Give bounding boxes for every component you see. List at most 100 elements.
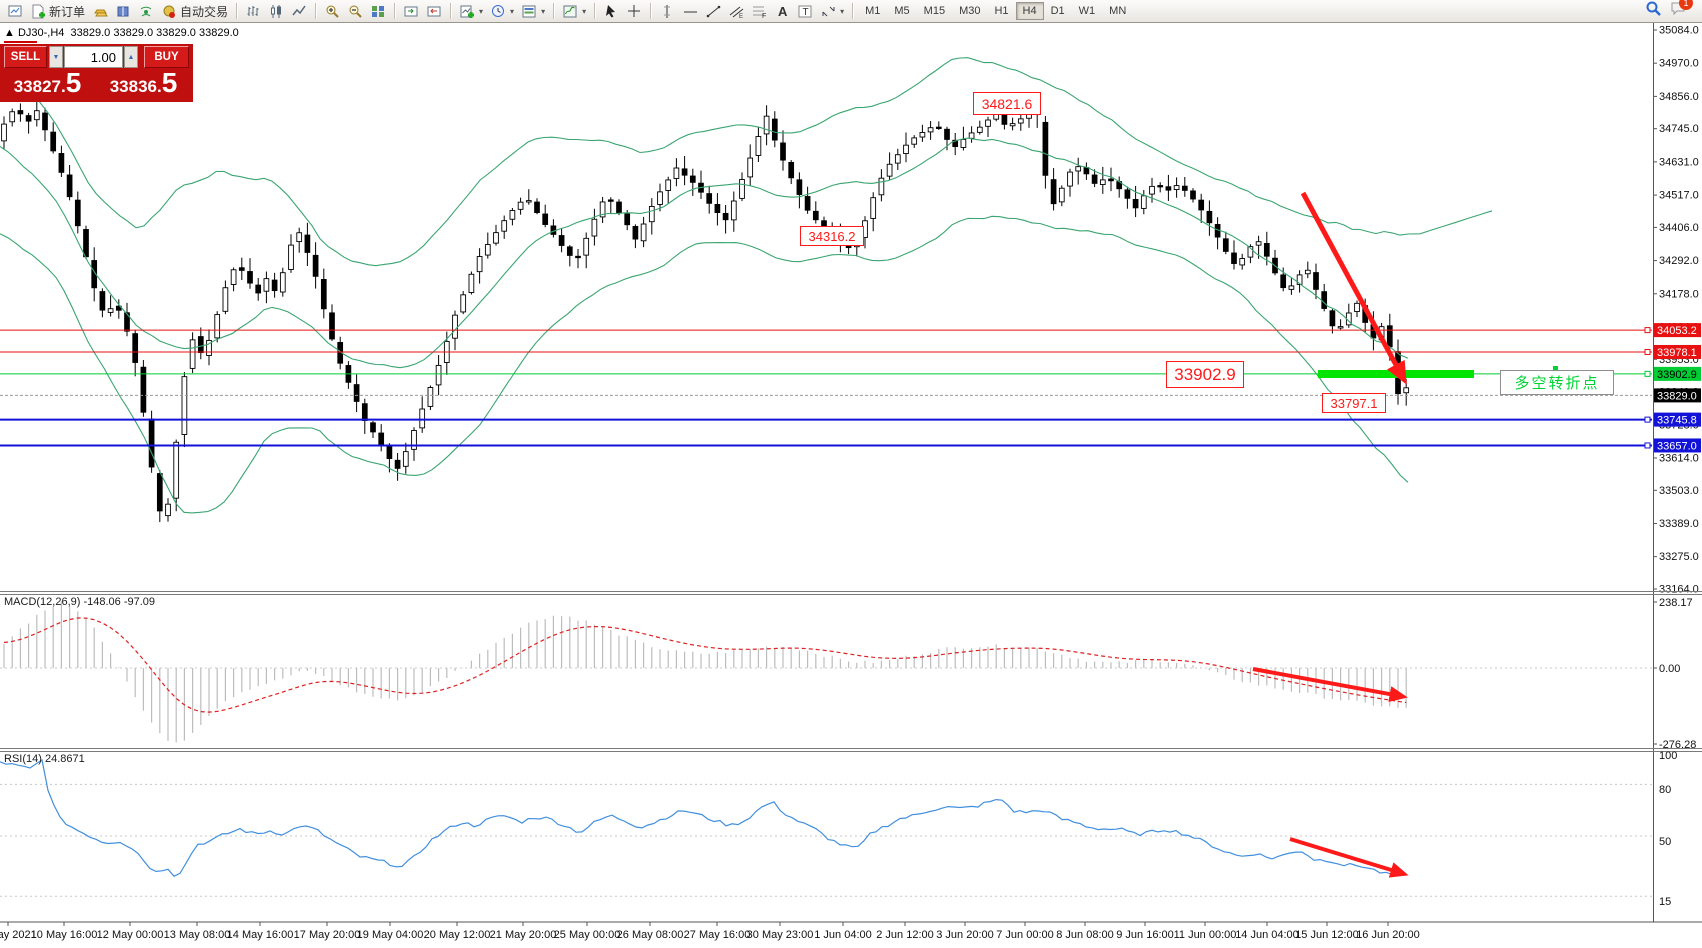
toolbar-separator — [394, 3, 397, 19]
svg-text:A: A — [778, 4, 788, 19]
sell-button[interactable]: SELL — [4, 46, 47, 68]
templates-button[interactable]: ▾ — [518, 0, 549, 22]
svg-text:E: E — [739, 14, 743, 19]
horizontal-line-tool-button[interactable] — [679, 0, 702, 22]
bar-chart-mode-button[interactable] — [242, 0, 265, 22]
svg-text:33164.0: 33164.0 — [1659, 584, 1699, 596]
toolbar-separator — [236, 3, 239, 19]
timeframe-m15-button[interactable]: M15 — [923, 5, 946, 17]
trendline-tool-button[interactable] — [702, 0, 725, 22]
fibo-icon: F — [753, 6, 766, 19]
timeframe-m1-button[interactable]: M1 — [865, 5, 881, 17]
arrows-tool-button[interactable]: ▾ — [817, 0, 848, 22]
svg-text:13 May 08:00: 13 May 08:00 — [164, 929, 231, 941]
channel-icon: E — [729, 6, 744, 19]
svg-text:80: 80 — [1659, 784, 1671, 796]
auto-trading-button-button[interactable]: 自动交易 — [158, 0, 232, 22]
sell-price[interactable]: 33827. 5 — [13, 67, 82, 98]
hline-icon — [684, 11, 698, 12]
rsi-pane: 100 80 50 15 — [0, 750, 1677, 908]
arr1-icon — [404, 6, 418, 16]
candle-chart-mode-button[interactable] — [265, 0, 288, 22]
volume-decrease-button[interactable]: ▼ — [49, 46, 63, 68]
signals-button[interactable] — [135, 0, 158, 22]
chart-window-button[interactable] — [4, 0, 27, 22]
indicators-button[interactable]: ▾ — [559, 0, 590, 22]
svg-text:34053.2: 34053.2 — [1657, 325, 1697, 337]
zoom-in-button[interactable] — [321, 0, 344, 22]
turning-point-highlight-bar — [1318, 370, 1474, 378]
svg-text:1 Jun 04:00: 1 Jun 04:00 — [814, 929, 872, 941]
line-chart-mode-button[interactable] — [288, 0, 311, 22]
auto-scroll-button[interactable] — [400, 0, 423, 22]
buy-price[interactable]: 33836. 5 — [109, 67, 178, 98]
svg-text:34292.0: 34292.0 — [1659, 255, 1699, 267]
horizontal-level-lines[interactable]: 34053.2 33978.1 33902.9 33745.8 33657.0 33829… — [0, 323, 1701, 453]
price-label-33797[interactable]: 33797.1 — [1322, 393, 1386, 413]
volume-increase-button[interactable]: ▲ — [124, 46, 138, 68]
timeframe-w1-button[interactable]: W1 — [1078, 5, 1096, 17]
channel-tool-button[interactable]: E — [725, 0, 748, 22]
text-label-tool-button[interactable]: T — [794, 0, 817, 22]
timeframe-m30-button[interactable]: M30 — [959, 5, 981, 17]
tile-windows-button[interactable] — [367, 0, 390, 22]
volume-input[interactable]: 1.00 — [64, 46, 123, 68]
vertical-line-tool-button[interactable] — [656, 0, 679, 22]
svg-text:33657.0: 33657.0 — [1657, 440, 1697, 452]
crosshair-tool-button[interactable] — [623, 0, 646, 22]
buy-button[interactable]: BUY — [144, 46, 189, 68]
new-order-button-button[interactable]: 新订单 — [27, 0, 89, 22]
label-anchor-dot — [1553, 366, 1558, 370]
market-watch-button[interactable] — [112, 0, 135, 22]
svg-text:35084.0: 35084.0 — [1659, 25, 1699, 37]
price-label-34316[interactable]: 34316.2 — [800, 226, 864, 246]
profiles-button[interactable]: ▾ — [487, 0, 518, 22]
indicator-icon — [563, 5, 577, 17]
turning-point-label[interactable]: 多空转折点 — [1500, 370, 1614, 395]
svg-text:15 Jun 12:00: 15 Jun 12:00 — [1295, 929, 1359, 941]
docplus-icon — [32, 4, 45, 18]
zoomout-icon — [349, 5, 362, 18]
price-label-33902[interactable]: 33902.9 — [1166, 361, 1244, 388]
timeframe-h1-button[interactable]: H1 — [994, 5, 1009, 17]
timeframe-m5-button[interactable]: M5 — [894, 5, 910, 17]
tiles-icon — [372, 5, 385, 17]
search-button[interactable] — [1646, 1, 1661, 21]
crosshair-icon — [628, 4, 641, 17]
candles-layer — [1, 100, 1410, 523]
notifications-button[interactable]: 1 — [1671, 0, 1693, 21]
search-icon — [1646, 1, 1661, 16]
timeframe-mn-button[interactable]: MN — [1109, 5, 1127, 17]
zoom-out-button[interactable] — [344, 0, 367, 22]
timeframe-d1-button[interactable]: D1 — [1050, 5, 1065, 17]
new-chart-button[interactable]: ▾ — [456, 0, 487, 22]
tline-icon — [706, 5, 721, 17]
text-tool-button[interactable]: A — [771, 0, 794, 22]
svg-text:0.00: 0.00 — [1659, 663, 1680, 675]
svg-text:25 May 00:00: 25 May 00:00 — [554, 929, 621, 941]
collapse-arrow-icon[interactable]: ▲ — [4, 27, 15, 39]
timeframe-h4-button[interactable]: H4 — [1015, 2, 1044, 20]
notification-badge: 1 — [1679, 0, 1693, 10]
cursor-tool-button[interactable] — [600, 0, 623, 22]
symbol-ohlc-text: DJ30-,H4 33829.0 33829.0 33829.0 33829.0 — [17, 27, 239, 39]
svg-text:33978.1: 33978.1 — [1657, 347, 1697, 359]
arr2-icon — [427, 6, 441, 16]
chart-header: ▲ DJ30-,H4 33829.0 33829.0 33829.0 33829… — [4, 27, 239, 39]
svg-text:T: T — [803, 7, 809, 18]
toolbar-separator — [553, 3, 556, 19]
fibonacci-tool-button[interactable]: F — [748, 0, 771, 22]
symbol-underline — [4, 41, 37, 43]
chart-annotations[interactable] — [1252, 191, 1474, 878]
pane-dividers[interactable] — [0, 591, 1702, 752]
svg-text:50: 50 — [1659, 836, 1671, 848]
svg-text:19 May 04:00: 19 May 04:00 — [357, 929, 424, 941]
price-label-34821[interactable]: 34821.6 — [973, 92, 1041, 115]
toolbar-separator — [650, 3, 653, 19]
chart-shift-button[interactable] — [423, 0, 446, 22]
signal-icon — [140, 6, 152, 16]
macd-pane: 238.17 0.00 -276.28 — [0, 597, 1696, 751]
gold-trading-button[interactable] — [89, 0, 112, 22]
